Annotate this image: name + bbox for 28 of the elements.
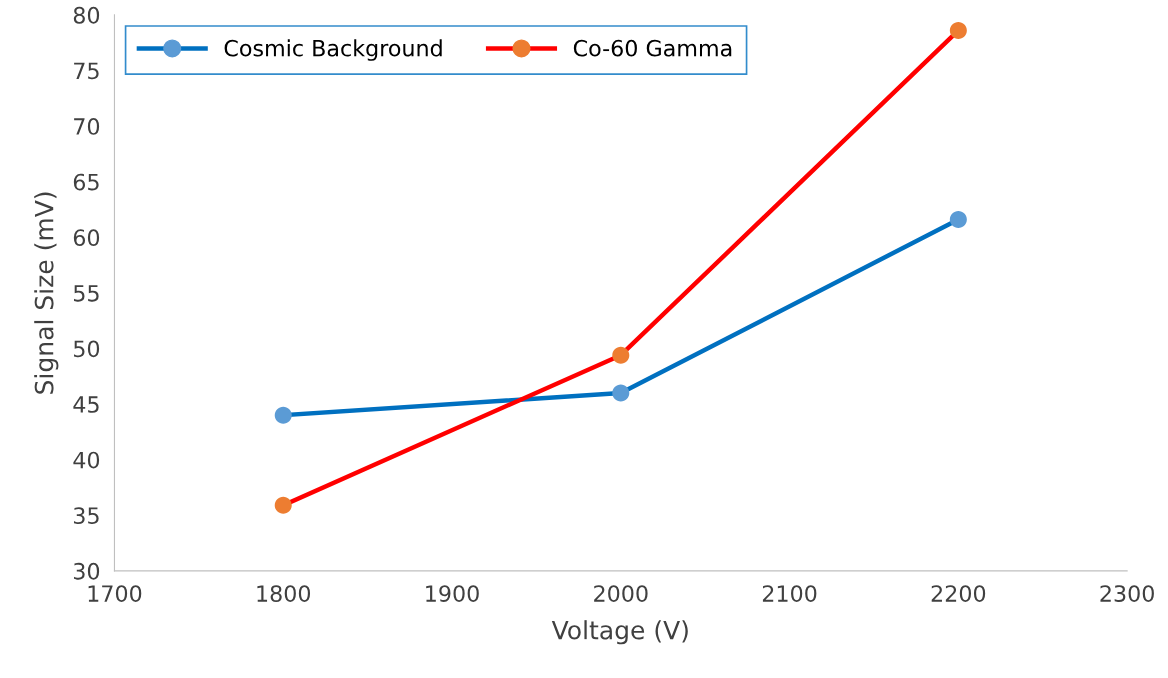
- x-tick-label: 2200: [931, 585, 986, 602]
- y-tick-label: 70: [74, 118, 100, 135]
- y-tick-label: 60: [73, 229, 100, 247]
- y-tick-label: 45: [73, 396, 99, 413]
- point: [274, 496, 292, 514]
- y-tick-label: 40: [73, 451, 100, 469]
- y-tick-label: 30: [73, 562, 100, 580]
- x-tick-label: 1700: [88, 585, 142, 602]
- point: [274, 406, 292, 424]
- y-tick-label: 65: [73, 173, 99, 191]
- y-tick-label: 55: [74, 285, 99, 302]
- y-tick-label: 80: [73, 6, 100, 24]
- point: [612, 384, 630, 402]
- x-tick-label: 2300: [1100, 585, 1154, 602]
- point: [949, 211, 967, 229]
- y-axis-title: Signal Size (mV): [34, 192, 59, 394]
- x-tick-label: 1800: [257, 585, 311, 602]
- y-tick-label: 50: [74, 340, 100, 358]
- legend-label: Co-60 Gamma: [573, 39, 732, 57]
- point: [949, 21, 967, 39]
- point: [612, 346, 630, 364]
- x-axis-title: Voltage (V): [551, 620, 688, 645]
- x-tick-label: 2100: [762, 585, 817, 602]
- x-tick-label: 1900: [426, 585, 479, 602]
- legend-label: Cosmic Background: [224, 39, 442, 61]
- y-tick-label: 35: [73, 507, 99, 525]
- y-tick-label: 75: [74, 62, 99, 80]
- x-tick-label: 2000: [594, 585, 648, 602]
